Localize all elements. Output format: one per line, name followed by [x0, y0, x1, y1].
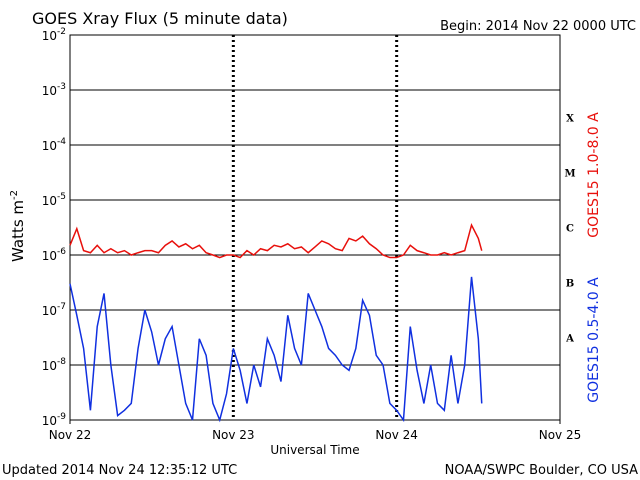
flux-line	[69, 276, 483, 423]
y-tick-base: 10	[42, 249, 57, 263]
flare-class-label: B	[566, 279, 574, 290]
y-tick-base: 10	[42, 139, 57, 153]
y-axis-label-base: Watts m	[9, 200, 27, 262]
flare-class-label: X	[566, 114, 574, 125]
y-tick-sup: -9	[57, 412, 66, 422]
series-name: GOES15 0.5-4.0 A	[586, 277, 602, 403]
y-tick-label: 10-2	[42, 27, 66, 43]
y-tick-base: 10	[42, 29, 57, 43]
y-tick-label: 10-5	[42, 192, 66, 208]
y-tick-sup: -5	[57, 192, 66, 202]
y-tick-label: 10-8	[42, 357, 67, 373]
footer-right: NOAA/SWPC Boulder, CO USA	[445, 463, 638, 478]
x-tick-label: Nov 25	[539, 428, 582, 442]
y-tick-label: 10-3	[42, 82, 66, 98]
plot-frame	[69, 34, 561, 421]
y-axis-label-sup: -2	[9, 190, 20, 200]
y-tick-base: 10	[42, 359, 57, 373]
y-tick-base: 10	[42, 304, 57, 318]
y-tick-sup: -4	[57, 137, 66, 147]
footer-left: Updated 2014 Nov 24 12:35:12 UTC	[2, 463, 237, 478]
flare-class-label: C	[566, 224, 574, 235]
series-name: GOES15 1.0-8.0 A	[586, 112, 602, 238]
x-tick-label: Nov 24	[375, 428, 418, 442]
chart-title: GOES Xray Flux (5 minute data)	[32, 9, 288, 28]
y-tick-sup: -8	[57, 357, 66, 367]
flare-class-label: M	[564, 169, 575, 180]
y-tick-label: 10-4	[42, 137, 67, 153]
y-tick-sup: -6	[57, 247, 66, 257]
x-tick-label: Nov 23	[212, 428, 255, 442]
y-tick-label: 10-6	[42, 247, 67, 263]
flux-line	[69, 222, 483, 259]
y-axis-label: Watts m-2	[9, 190, 27, 262]
y-tick-sup: -7	[57, 302, 66, 312]
subtitle: Begin: 2014 Nov 22 0000 UTC	[440, 19, 636, 34]
y-tick-base: 10	[42, 414, 57, 428]
x-axis-label: Universal Time	[270, 443, 359, 457]
y-tick-sup: -2	[57, 27, 66, 37]
y-tick-label: 10-7	[42, 302, 66, 318]
y-tick-base: 10	[42, 194, 57, 208]
flare-class-label: A	[565, 334, 574, 345]
y-tick-base: 10	[42, 84, 57, 98]
y-tick-label: 10-9	[42, 412, 67, 428]
x-tick-label: Nov 22	[49, 428, 92, 442]
y-tick-sup: -3	[57, 82, 66, 92]
